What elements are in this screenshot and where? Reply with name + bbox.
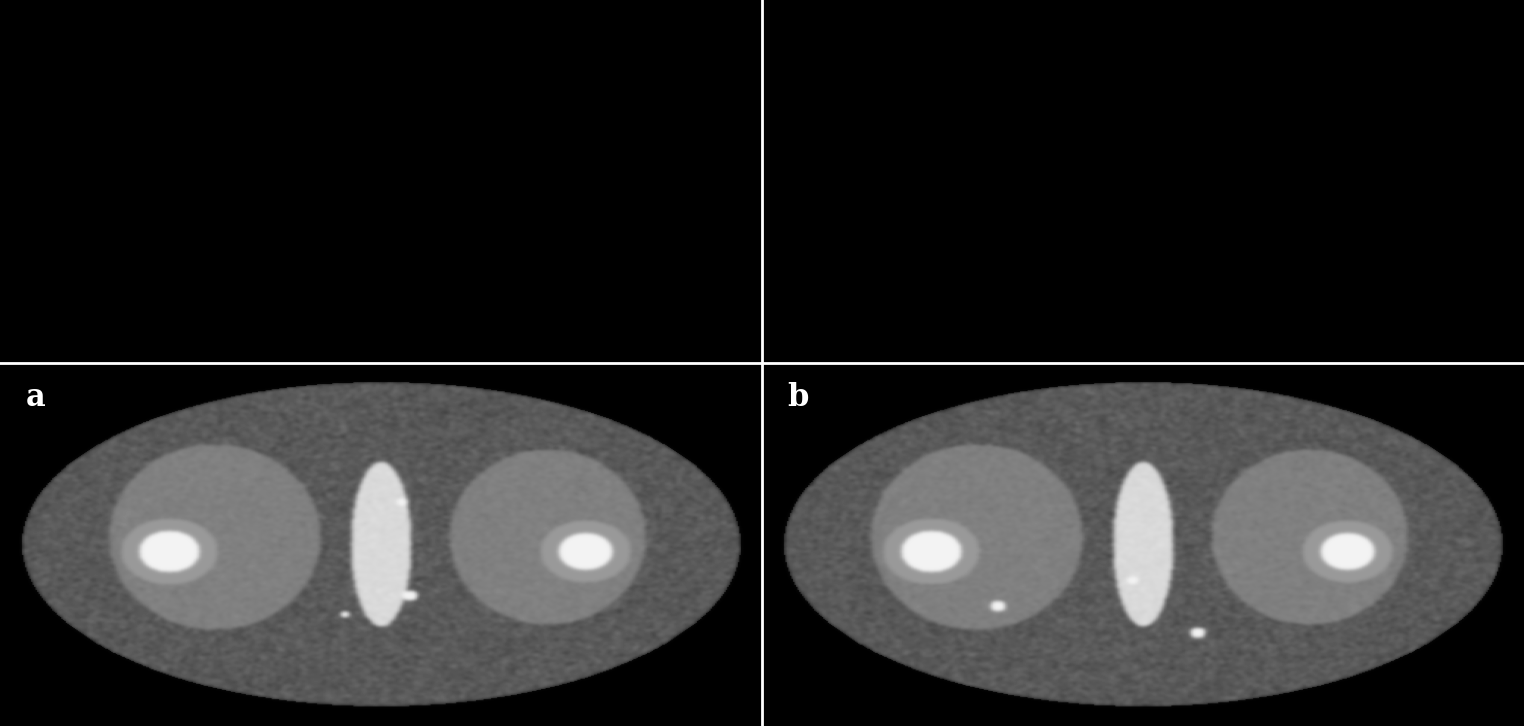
Text: b: b bbox=[788, 383, 809, 413]
Text: a: a bbox=[26, 383, 46, 413]
